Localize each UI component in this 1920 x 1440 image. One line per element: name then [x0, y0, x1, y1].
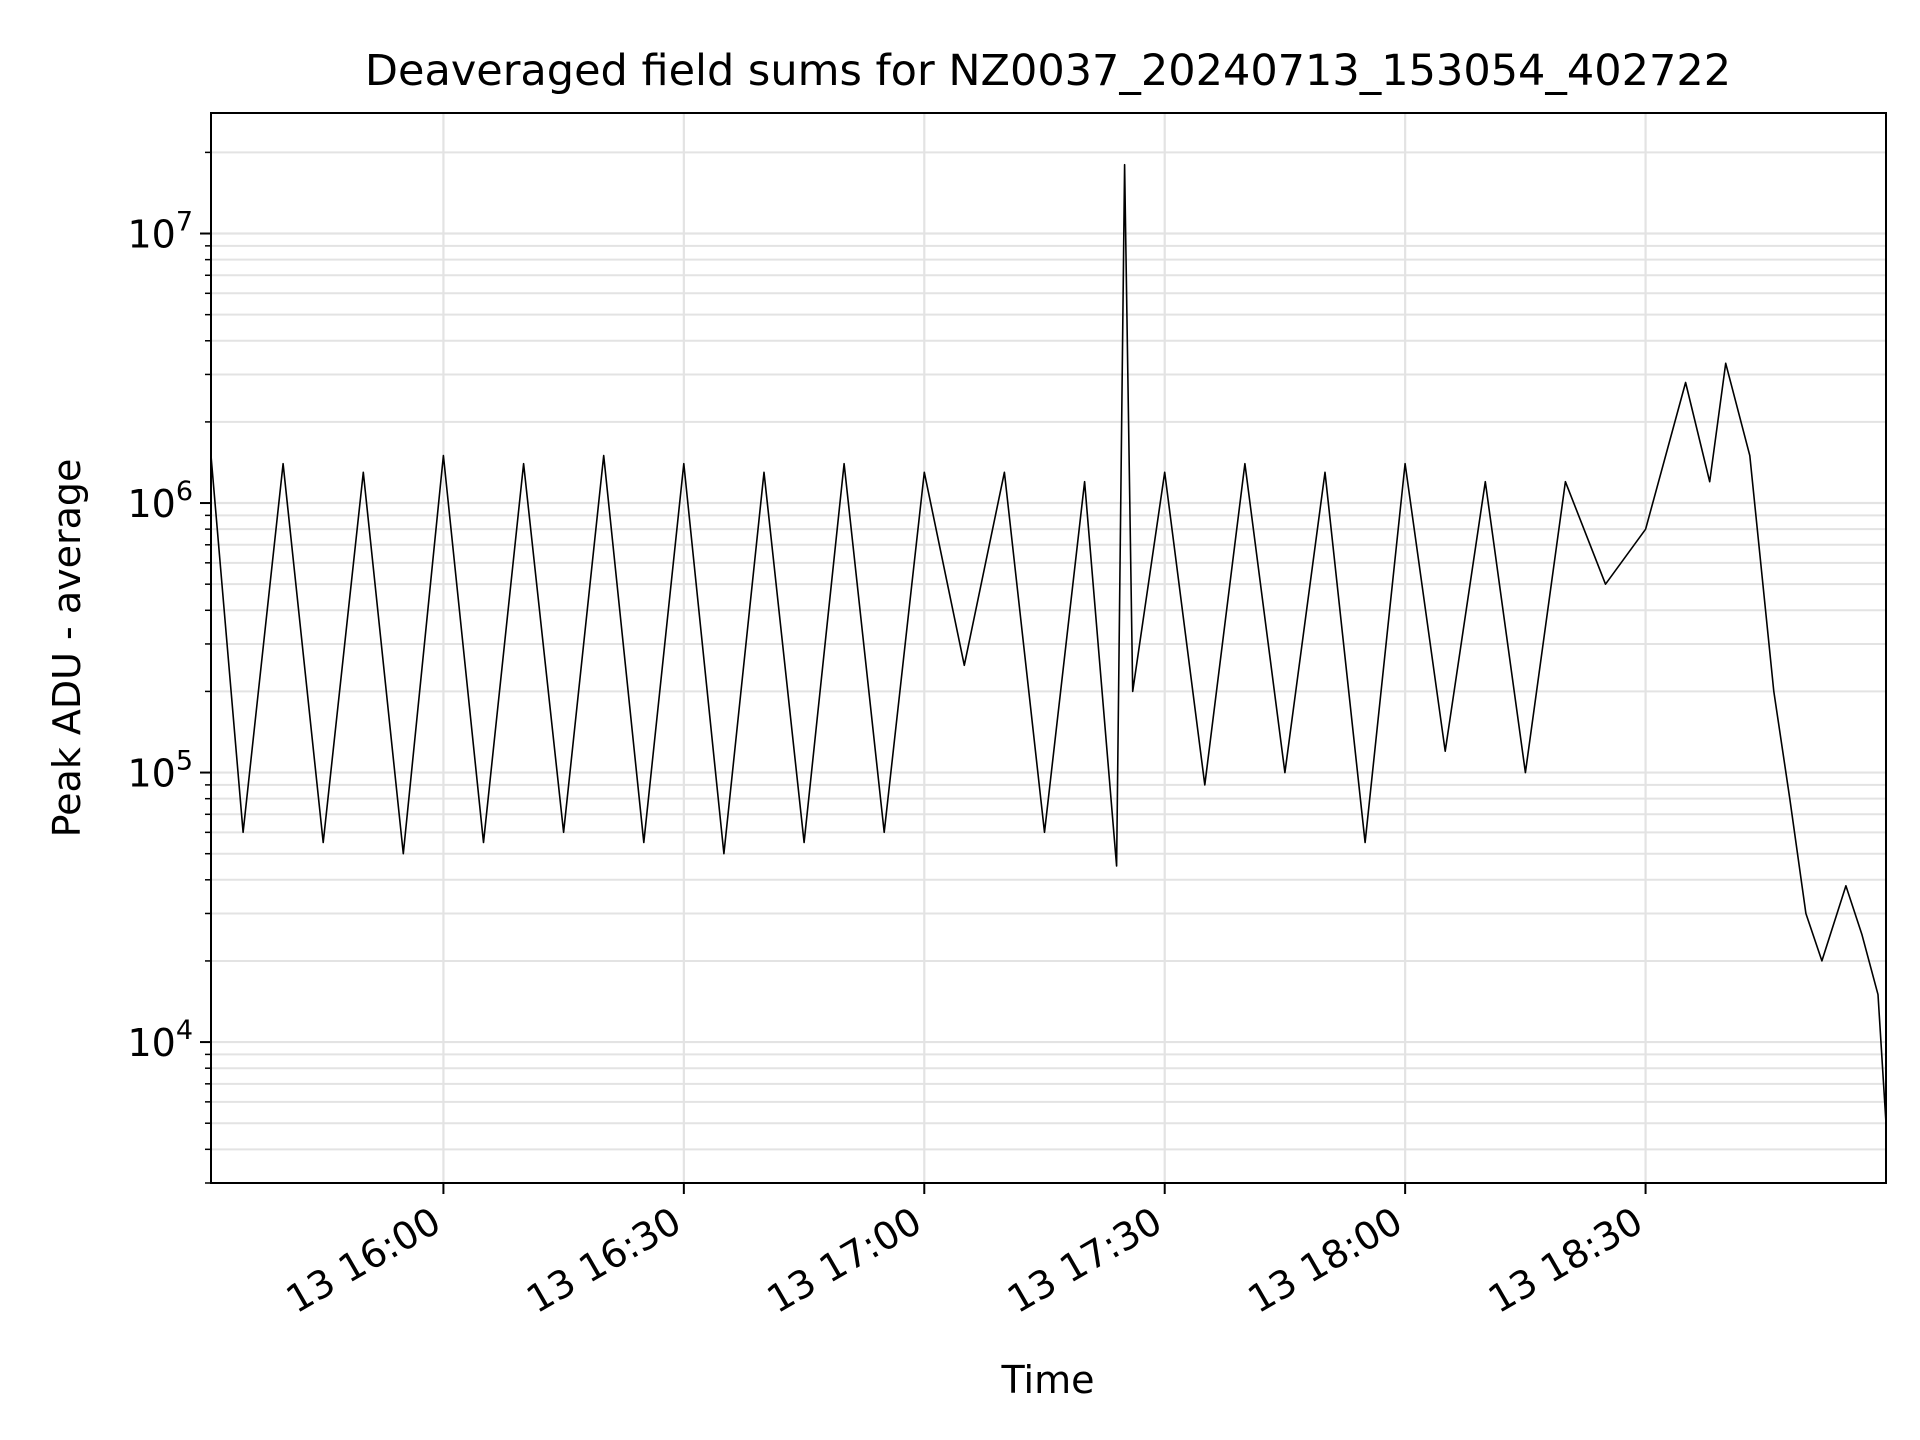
series-line	[210, 163, 1887, 1124]
chart-title: Deaveraged field sums for NZ0037_2024071…	[365, 46, 1731, 96]
grid	[211, 113, 1886, 1184]
y-tick-label: 107	[127, 207, 193, 257]
plot-frame	[210, 112, 1887, 1184]
y-axis-label: Peak ADU - average	[45, 459, 89, 838]
x-axis-label: Time	[1001, 1358, 1095, 1402]
y-tick-label: 105	[127, 746, 193, 796]
y-tick-label: 106	[127, 476, 193, 526]
data-layer	[210, 163, 1887, 1124]
y-tick-label: 104	[127, 1015, 193, 1065]
